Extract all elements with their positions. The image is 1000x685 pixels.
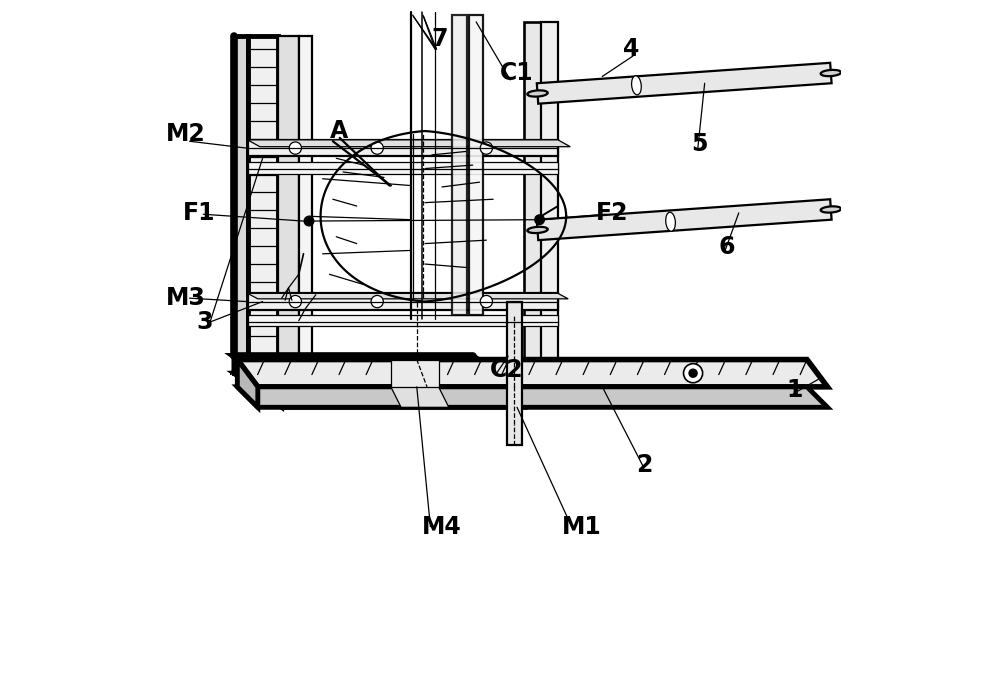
Circle shape bbox=[480, 295, 492, 308]
Circle shape bbox=[684, 364, 703, 383]
Polygon shape bbox=[237, 360, 827, 387]
Polygon shape bbox=[234, 356, 282, 408]
Text: 5: 5 bbox=[691, 132, 708, 156]
Ellipse shape bbox=[527, 227, 548, 233]
Text: 7: 7 bbox=[432, 27, 448, 51]
Polygon shape bbox=[234, 356, 520, 390]
Ellipse shape bbox=[821, 206, 841, 212]
Polygon shape bbox=[234, 373, 520, 408]
Circle shape bbox=[535, 215, 544, 225]
Polygon shape bbox=[537, 199, 832, 240]
Ellipse shape bbox=[632, 76, 641, 95]
Polygon shape bbox=[507, 301, 522, 445]
Text: 6: 6 bbox=[718, 235, 735, 259]
Polygon shape bbox=[234, 356, 261, 373]
Text: A: A bbox=[329, 119, 348, 143]
Polygon shape bbox=[452, 15, 467, 315]
Circle shape bbox=[304, 216, 314, 226]
Text: C1: C1 bbox=[500, 61, 534, 85]
Text: F1: F1 bbox=[183, 201, 215, 225]
Polygon shape bbox=[248, 315, 558, 326]
Text: 4: 4 bbox=[623, 37, 639, 61]
Polygon shape bbox=[299, 36, 312, 356]
Polygon shape bbox=[248, 293, 558, 310]
Polygon shape bbox=[469, 15, 483, 315]
Text: M2: M2 bbox=[166, 122, 205, 146]
Polygon shape bbox=[234, 36, 248, 356]
Circle shape bbox=[371, 295, 383, 308]
Polygon shape bbox=[391, 360, 439, 387]
Polygon shape bbox=[541, 22, 558, 360]
Text: 2: 2 bbox=[636, 453, 653, 477]
Ellipse shape bbox=[666, 212, 675, 232]
Text: F2: F2 bbox=[596, 201, 628, 225]
Text: M4: M4 bbox=[422, 514, 461, 538]
Polygon shape bbox=[278, 36, 299, 356]
Ellipse shape bbox=[527, 90, 548, 97]
Circle shape bbox=[480, 142, 492, 154]
Ellipse shape bbox=[821, 70, 841, 76]
Polygon shape bbox=[248, 293, 568, 299]
Text: 1: 1 bbox=[787, 378, 803, 402]
Polygon shape bbox=[248, 36, 278, 356]
Text: M1: M1 bbox=[561, 514, 601, 538]
Circle shape bbox=[289, 295, 301, 308]
Text: 3: 3 bbox=[196, 310, 213, 334]
Polygon shape bbox=[248, 140, 570, 147]
Polygon shape bbox=[537, 63, 832, 103]
Polygon shape bbox=[237, 387, 827, 408]
Polygon shape bbox=[391, 387, 449, 408]
Circle shape bbox=[289, 142, 301, 154]
Circle shape bbox=[689, 369, 697, 377]
Polygon shape bbox=[237, 360, 258, 408]
Polygon shape bbox=[524, 22, 541, 360]
Polygon shape bbox=[248, 140, 558, 156]
Text: M3: M3 bbox=[166, 286, 206, 310]
Text: C2: C2 bbox=[490, 358, 523, 382]
Polygon shape bbox=[248, 162, 558, 174]
Circle shape bbox=[371, 142, 383, 154]
